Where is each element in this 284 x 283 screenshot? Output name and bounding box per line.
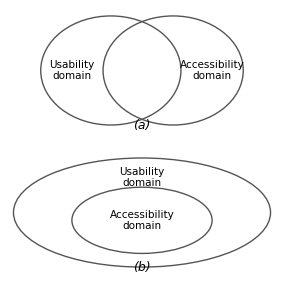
Text: Accessibility
domain: Accessibility domain [110, 209, 174, 231]
Text: (b): (b) [133, 261, 151, 274]
Text: Accessibility
domain: Accessibility domain [180, 60, 245, 81]
Text: Usability
domain: Usability domain [119, 167, 165, 188]
Text: (a): (a) [133, 119, 151, 132]
Text: Usability
domain: Usability domain [49, 60, 95, 81]
